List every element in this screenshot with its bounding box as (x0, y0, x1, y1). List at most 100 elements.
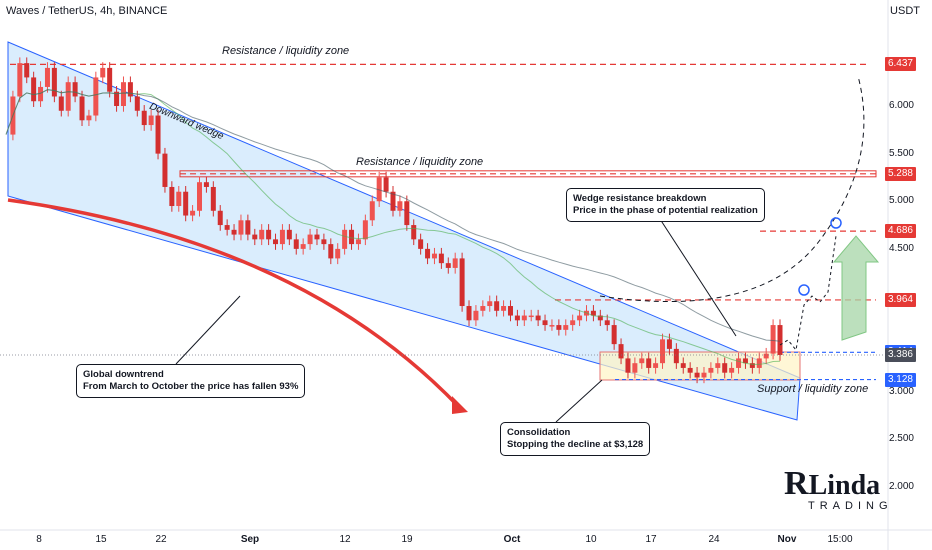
candle-body (604, 320, 610, 326)
candle-body (51, 67, 57, 97)
candle-body (169, 186, 175, 207)
time-tick: 8 (36, 534, 42, 545)
price-tick: 5.000 (888, 195, 914, 207)
support-label: Support / liquidity zone (757, 383, 869, 395)
candle-body (369, 201, 375, 221)
candle-body (300, 244, 306, 249)
candle-body (459, 258, 465, 307)
candle-body (383, 177, 389, 192)
candle-body (183, 191, 189, 216)
time-tick: 17 (645, 534, 657, 545)
time-tick: 10 (585, 534, 597, 545)
candle-body (114, 91, 120, 106)
candle-body (466, 306, 472, 321)
candle-body (494, 301, 500, 311)
projection-path (779, 235, 837, 352)
candle-body (17, 63, 23, 97)
candle-body (480, 306, 486, 311)
candle-body (722, 363, 728, 373)
downtrend-note-line1: Global downtrend (83, 369, 164, 380)
price-tick: 2.000 (888, 481, 914, 492)
candle-body (708, 367, 714, 373)
resistance-mid-label: Resistance / liquidity zone (356, 156, 484, 168)
candle-body (252, 234, 258, 240)
candle-body (777, 325, 783, 355)
candle-body (162, 153, 168, 187)
candle-body (756, 358, 762, 368)
time-tick: Oct (503, 534, 521, 545)
candle-body (770, 325, 776, 354)
candle-body (321, 239, 327, 245)
candle-body (639, 358, 645, 364)
candle-body (134, 96, 140, 111)
resistance-band (179, 170, 877, 178)
logo-text: Linda (808, 470, 881, 501)
candle-body (632, 363, 638, 373)
candle-body (362, 220, 368, 240)
candle-body (431, 253, 437, 259)
candle-body (349, 229, 355, 245)
target-marker (830, 217, 842, 229)
candle-body (328, 244, 334, 259)
linda-trading-logo: RLinda TRADING (784, 465, 893, 513)
candle-body (694, 372, 700, 378)
candle-body (549, 325, 555, 327)
candle-body (120, 82, 126, 106)
time-tick: 15:00 (827, 534, 853, 545)
candle-body (197, 182, 202, 211)
candle-body (660, 339, 666, 364)
candle-body (556, 325, 562, 330)
candle-body (611, 325, 617, 345)
candle-body (38, 86, 44, 102)
candle-body (224, 225, 230, 230)
candle-body (210, 186, 216, 211)
time-tick: Sep (240, 534, 260, 545)
candle-body (473, 310, 479, 321)
consolidation-note[interactable]: Consolidation Stopping the decline at $3… (500, 422, 651, 456)
candle-body (286, 229, 292, 240)
candle-body (266, 229, 272, 240)
candle-body (742, 358, 748, 364)
candle-body (307, 234, 313, 245)
price-label-4-686: 4.686 (884, 224, 916, 239)
price-tick: 6.000 (888, 100, 914, 111)
price-label-5-288: 5.288 (884, 166, 916, 181)
consolidation-connector (555, 379, 603, 423)
candle-body (293, 239, 299, 249)
candle-body (501, 306, 507, 311)
candle-body (521, 315, 527, 321)
candle-body (335, 248, 341, 259)
candle-body (528, 315, 534, 318)
time-tick: 15 (95, 534, 107, 545)
candle-body (93, 77, 99, 116)
candle-body (749, 363, 755, 368)
candle-body (625, 358, 631, 373)
candle-body (715, 363, 721, 368)
downtrend-note[interactable]: Global downtrend From March to October t… (76, 364, 306, 398)
candle-body (397, 201, 403, 211)
candle-body (203, 182, 209, 187)
candle-body (231, 229, 237, 235)
candle-body (86, 115, 92, 121)
candle-body (100, 67, 106, 78)
price-label-3-964: 3.964 (884, 292, 916, 307)
candle-body (24, 63, 30, 78)
candle-body (729, 367, 735, 373)
time-tick: 19 (401, 534, 413, 545)
price-tick: 2.500 (888, 433, 914, 445)
candle-body (411, 225, 417, 240)
price-label-6-437: 6.437 (884, 57, 916, 72)
symbol-title: Waves / TetherUS, 4h, BINANCE (6, 5, 168, 17)
ma-long (5, 89, 781, 342)
candle-body (342, 229, 348, 249)
breakdown-note-line1: Wedge resistance breakdown (573, 193, 707, 204)
candle-body (653, 363, 659, 368)
candle-body (31, 77, 37, 102)
downtrend-arrowhead (452, 396, 468, 414)
breakdown-note[interactable]: Wedge resistance breakdown Price in the … (566, 188, 765, 222)
candle-body (542, 320, 548, 326)
candle-body (577, 315, 583, 321)
candle-body (418, 239, 424, 249)
price-tick: 4.500 (888, 242, 914, 254)
